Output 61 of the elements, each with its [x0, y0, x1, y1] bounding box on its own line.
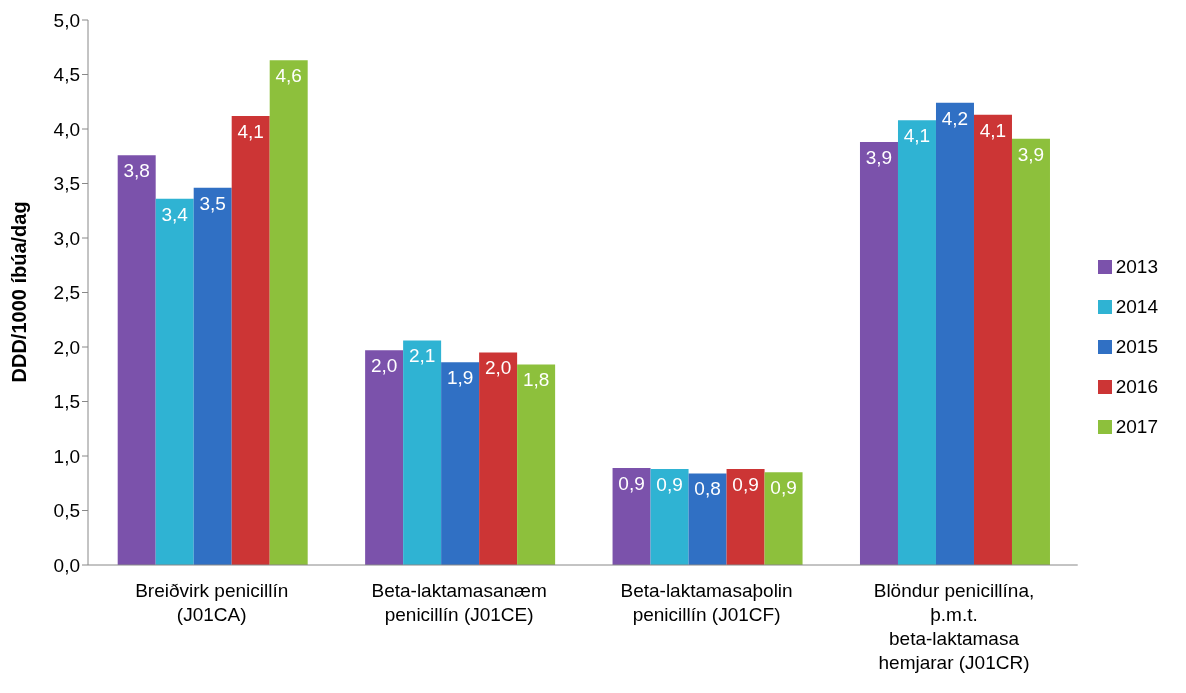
x-tick-label: Beta-laktamasaþolin penicillín (J01CF): [620, 580, 793, 625]
y-tick-label: 3,5: [53, 173, 80, 195]
x-tick-label: Beta-laktamasanæm penicillín (J01CE): [371, 580, 547, 625]
bar: [897, 120, 936, 565]
bar: [155, 198, 194, 565]
data-label: 4,1: [903, 125, 931, 147]
data-label: 1,9: [446, 367, 474, 389]
legend-label: 2017: [1115, 415, 1158, 437]
data-label: 4,6: [275, 65, 302, 87]
y-tick-label: 3,0: [53, 227, 80, 249]
y-tick-label: 5,0: [53, 9, 80, 31]
bar: [403, 340, 442, 565]
bar: [1011, 138, 1050, 565]
bar: [973, 114, 1012, 565]
bar: [935, 102, 974, 565]
bar: [117, 155, 156, 565]
data-label: 0,9: [732, 474, 759, 496]
bar: [441, 362, 480, 565]
data-label: 0,9: [770, 477, 797, 499]
data-label: 2,0: [484, 357, 512, 379]
bar: [231, 115, 270, 565]
bar: [365, 350, 404, 565]
legend-label: 2013: [1115, 255, 1158, 277]
bar: [612, 467, 651, 565]
bar: [859, 142, 898, 565]
x-tick-label: Blöndur penicillína, þ.m.t. beta-laktamasa hemjarar (J01CR): [873, 580, 1035, 673]
data-label: 0,9: [656, 474, 683, 496]
bar: [688, 473, 727, 565]
bar: [764, 472, 803, 565]
bar: [193, 187, 232, 565]
data-label: 2,0: [370, 355, 398, 377]
bar: [726, 469, 765, 565]
legend-label: 2015: [1115, 335, 1158, 357]
y-axis-title: DDD/1000 íbúa/dag: [8, 201, 31, 383]
data-label: 0,9: [618, 472, 645, 494]
y-tick-label: 2,5: [53, 282, 80, 304]
y-tick-label: 0,0: [53, 554, 80, 576]
data-label: 4,1: [237, 120, 264, 142]
data-label: 4,1: [979, 119, 1007, 141]
x-tick-label: Breiðvirk penicillín (J01CA): [135, 580, 289, 625]
data-label: 0,8: [694, 478, 721, 500]
y-tick-label: 1,5: [53, 391, 80, 413]
y-tick-label: 1,0: [53, 445, 80, 467]
data-label: 2,1: [408, 345, 436, 367]
y-tick-label: 2,0: [53, 336, 80, 358]
y-tick-label: 4,0: [53, 118, 80, 140]
y-tick-label: 4,5: [53, 64, 80, 86]
legend-label: 2016: [1115, 375, 1158, 397]
data-label: 3,8: [123, 160, 150, 182]
legend-label: 2014: [1115, 295, 1158, 317]
y-tick-label: 0,5: [53, 500, 80, 522]
data-label: 3,9: [865, 147, 893, 169]
data-label: 3,5: [199, 192, 226, 214]
data-label: 4,2: [941, 107, 969, 129]
data-label: 3,9: [1017, 143, 1045, 165]
bar: [479, 352, 518, 565]
bar: [517, 364, 556, 565]
data-label: 1,8: [522, 369, 550, 391]
bar: [650, 469, 689, 565]
bar: [269, 60, 308, 565]
data-label: 3,4: [161, 203, 189, 225]
